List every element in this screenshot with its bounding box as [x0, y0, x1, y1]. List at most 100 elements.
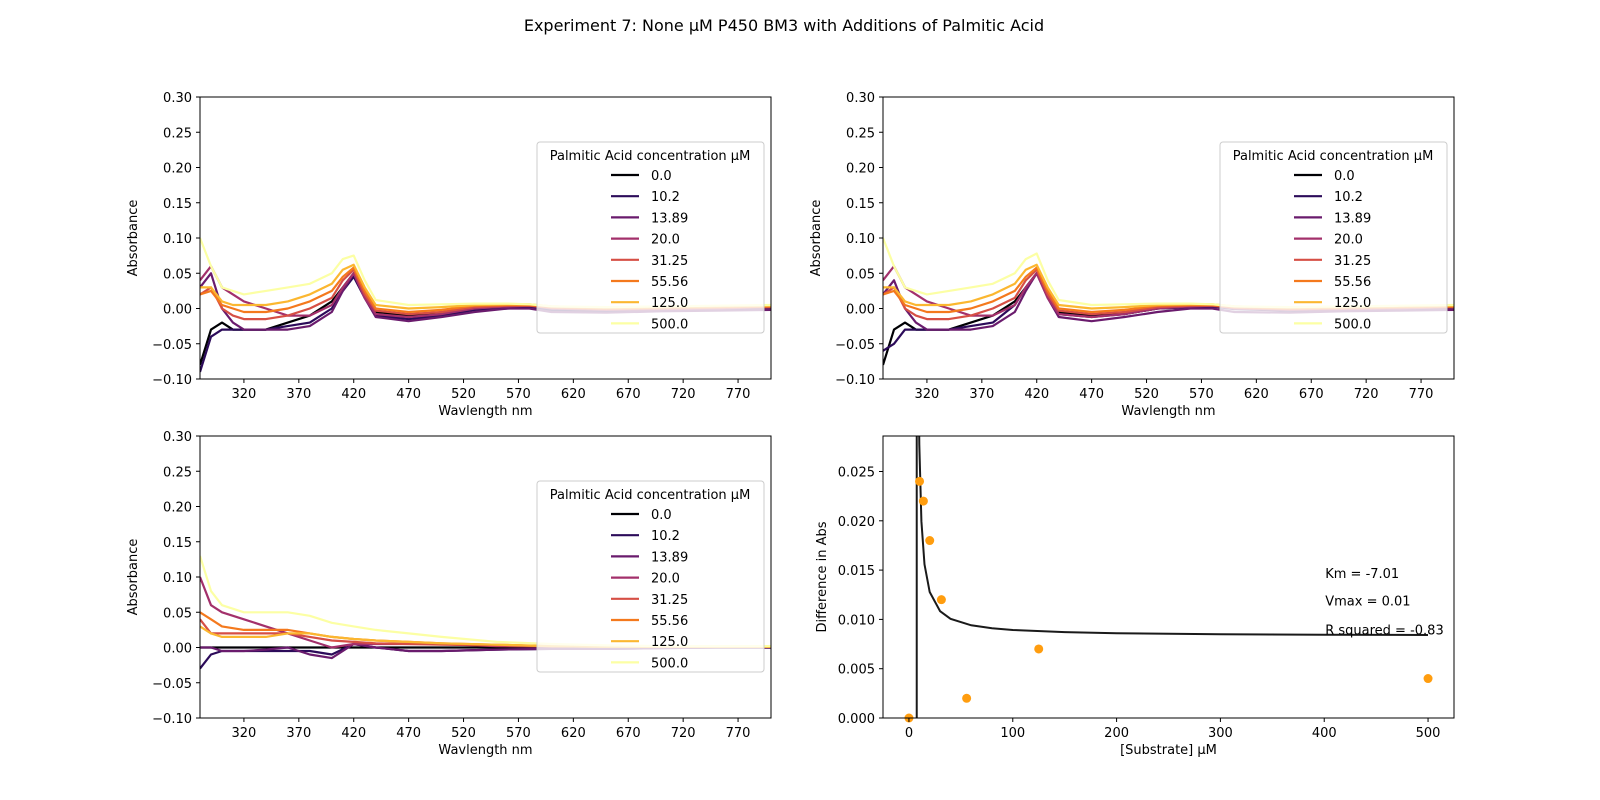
legend-label: 55.56 [1334, 275, 1371, 290]
x-tick-label: 200 [1104, 726, 1129, 741]
y-tick-label: 0.30 [163, 430, 192, 445]
x-tick-label: 720 [1354, 387, 1379, 402]
legend-label: 0.0 [1334, 169, 1355, 184]
y-tick-label: 0.000 [838, 712, 875, 727]
x-tick-label: 770 [1409, 387, 1434, 402]
legend-label: 0.0 [651, 508, 672, 523]
y-tick-label: 0.10 [163, 232, 192, 247]
legend-label: 10.2 [651, 529, 680, 544]
legend-label: 20.0 [651, 572, 680, 587]
legend-box [1219, 141, 1448, 334]
x-tick-label: 100 [1000, 726, 1025, 741]
y-tick-label: 0.20 [163, 162, 192, 177]
x-tick-label: 0 [905, 726, 913, 741]
legend-box [536, 480, 765, 673]
legend-label: 20.0 [651, 233, 680, 248]
y-tick-label: −0.05 [152, 677, 192, 692]
y-tick-label: 0.020 [838, 515, 875, 530]
y-tick-label: −0.10 [152, 373, 192, 388]
y-tick-label: 0.00 [846, 303, 875, 318]
legend-label: 13.89 [651, 550, 688, 565]
x-tick-label: 670 [1299, 387, 1324, 402]
data-point [1423, 674, 1433, 684]
x-tick-label: 320 [232, 387, 257, 402]
x-axis-label: [Substrate] μM [1120, 743, 1217, 758]
spectrum-panel-top-left: 320 370 420 470 520 570 620 670 720 770 −0.10 −0.05… [126, 91, 772, 419]
data-point [915, 476, 925, 486]
x-tick-label: 300 [1208, 726, 1233, 741]
legend-label: 20.0 [1334, 233, 1363, 248]
x-axis-label: Wavlength nm [1121, 404, 1215, 419]
x-tick-label: 370 [286, 726, 311, 741]
data-point [936, 595, 946, 605]
x-tick-label: 470 [396, 726, 421, 741]
legend-label: 125.0 [651, 296, 688, 311]
legend-label: 500.0 [651, 656, 688, 671]
x-tick-label: 400 [1312, 726, 1337, 741]
x-axis-label: Wavlength nm [438, 743, 532, 758]
x-tick-label: 720 [671, 387, 696, 402]
legend-label: 13.89 [1334, 211, 1371, 226]
fit-annotation: Km = -7.01 [1325, 567, 1399, 582]
legend-label: 500.0 [1334, 317, 1371, 332]
legend-label: 125.0 [1334, 296, 1371, 311]
figure-title: Experiment 7: None μM P450 BM3 with Addi… [524, 16, 1044, 35]
x-tick-label: 520 [451, 726, 476, 741]
legend-label: 55.56 [651, 275, 688, 290]
y-tick-label: −0.10 [152, 712, 192, 727]
legend-label: 31.25 [651, 593, 688, 608]
y-axis-label: Difference in Abs [815, 521, 830, 632]
x-tick-label: 670 [616, 726, 641, 741]
legend-label: 500.0 [651, 317, 688, 332]
legend-label: 10.2 [651, 190, 680, 205]
y-tick-label: 0.20 [163, 501, 192, 516]
x-tick-label: 570 [506, 726, 531, 741]
x-tick-label: 500 [1416, 726, 1441, 741]
x-tick-label: 770 [726, 387, 751, 402]
x-tick-label: 470 [1079, 387, 1104, 402]
y-tick-label: 0.25 [163, 465, 192, 480]
x-tick-label: 370 [969, 387, 994, 402]
plot-area [915, 436, 1429, 718]
legend-label: 10.2 [1334, 190, 1363, 205]
x-axis-label: Wavlength nm [438, 404, 532, 419]
data-point [1034, 644, 1044, 654]
y-tick-label: −0.05 [835, 338, 875, 353]
difference-spectrum-panel-bottom-left: 320 370 420 470 520 570 620 670 720 770 −0.10 −0.05… [126, 430, 772, 758]
x-tick-label: 320 [915, 387, 940, 402]
x-tick-label: 670 [616, 387, 641, 402]
x-tick-label: 570 [1189, 387, 1214, 402]
x-tick-label: 420 [341, 387, 366, 402]
legend-title: Palmitic Acid concentration μM [550, 149, 751, 164]
y-tick-label: 0.25 [163, 126, 192, 141]
kinetics-panel-bottom-right: 0 100 200 300 400 500 0.000 0.005 0.010 0.015 0.02… [815, 435, 1455, 758]
y-tick-label: 0.20 [846, 162, 875, 177]
spectrum-panel-top-right: 320 370 420 470 520 570 620 670 720 770 −0.10 −0.05… [809, 91, 1455, 419]
legend-label: 31.25 [1334, 254, 1371, 269]
y-tick-label: 0.025 [838, 465, 875, 480]
y-tick-label: 0.10 [846, 232, 875, 247]
y-axis-label: Absorbance [126, 539, 141, 616]
fit-annotation: Vmax = 0.01 [1325, 595, 1410, 610]
y-tick-label: 0.15 [163, 197, 192, 212]
y-tick-label: 0.05 [163, 267, 192, 282]
y-tick-label: −0.05 [152, 338, 192, 353]
y-tick-label: 0.30 [846, 91, 875, 106]
y-axis-label: Absorbance [126, 200, 141, 277]
y-tick-label: 0.005 [838, 663, 875, 678]
y-tick-label: 0.00 [163, 642, 192, 657]
legend-box [536, 141, 765, 334]
y-tick-label: 0.15 [846, 197, 875, 212]
y-tick-label: −0.10 [835, 373, 875, 388]
y-tick-label: 0.05 [163, 606, 192, 621]
y-tick-label: 0.30 [163, 91, 192, 106]
x-tick-label: 420 [341, 726, 366, 741]
y-axis-label: Absorbance [809, 200, 824, 277]
y-tick-label: 0.10 [163, 571, 192, 586]
y-tick-label: 0.05 [846, 267, 875, 282]
fit-curve [918, 436, 1429, 636]
plot-area [200, 237, 771, 373]
data-point [962, 693, 972, 703]
legend-label: 0.0 [651, 169, 672, 184]
